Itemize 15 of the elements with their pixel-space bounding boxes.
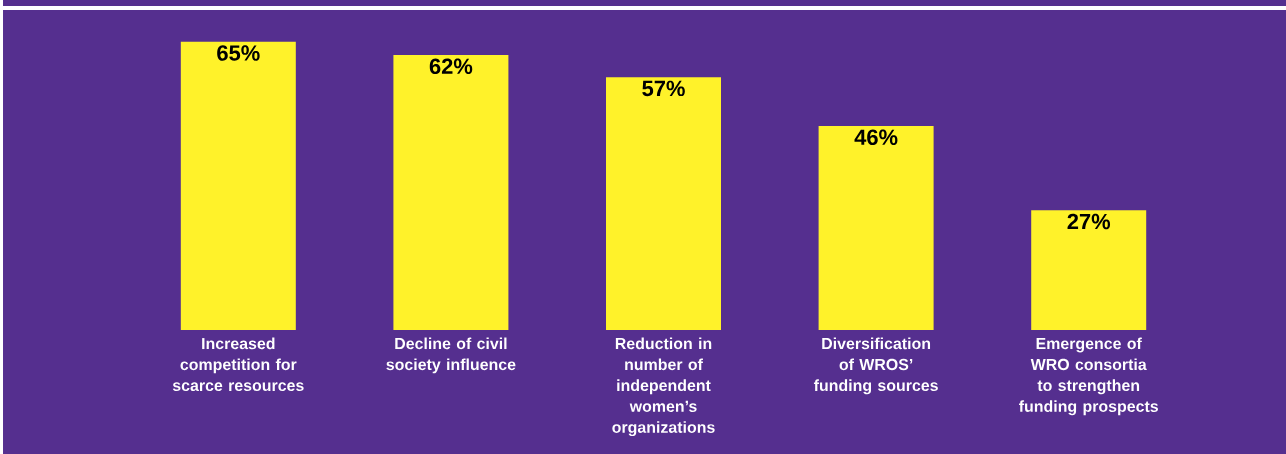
bar bbox=[818, 125, 934, 330]
x-tick-label: Diversification of WROS’ funding sources bbox=[813, 337, 938, 395]
data-label: 62% bbox=[429, 58, 473, 75]
data-label: 57% bbox=[642, 80, 685, 97]
bar bbox=[1031, 210, 1147, 330]
bar bbox=[180, 41, 296, 330]
data-label: 65% bbox=[217, 45, 260, 61]
bar bbox=[393, 55, 509, 330]
bar bbox=[606, 77, 721, 330]
x-tick-label: Emergence of WRO consortia to strengthen funding prospects bbox=[1019, 337, 1158, 416]
x-tick-label: Increased competition for scarce resources bbox=[172, 337, 304, 392]
data-label: 27% bbox=[1067, 213, 1111, 230]
data-label: 46% bbox=[854, 129, 898, 146]
x-tick-label: Reduction in number of independent women’s organizations bbox=[612, 337, 715, 437]
x-tick-label: Decline of civil society influence bbox=[386, 337, 516, 374]
